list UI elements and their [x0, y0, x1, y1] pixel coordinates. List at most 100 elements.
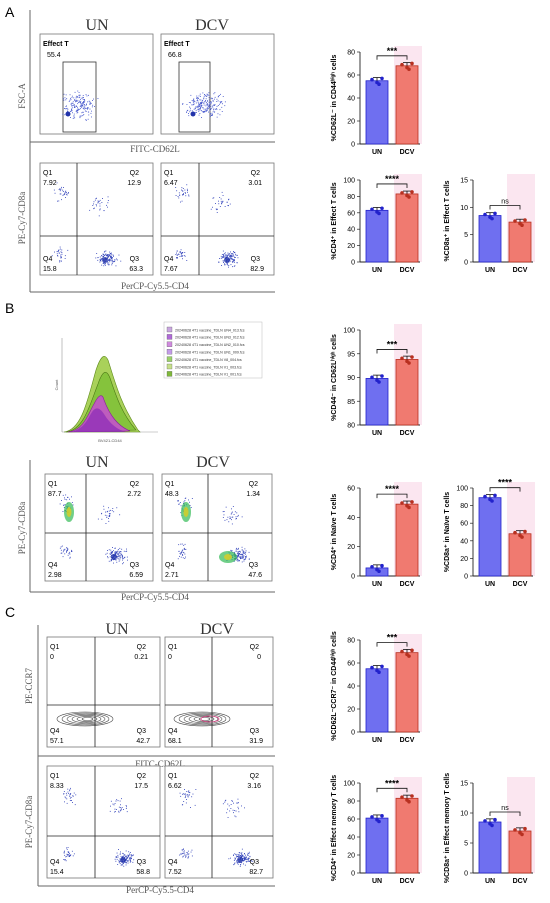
event-dot	[244, 858, 246, 859]
event-dot	[209, 95, 211, 96]
event-dot	[74, 107, 76, 108]
event-dot	[183, 255, 185, 256]
event-dot	[83, 101, 84, 102]
x-tick-label: UN	[372, 737, 382, 744]
significance-bracket	[489, 487, 521, 492]
event-dot	[117, 556, 118, 558]
event-dot	[188, 115, 190, 117]
event-dot	[190, 102, 191, 104]
event-dot	[210, 108, 212, 110]
significance-bracket	[376, 349, 408, 354]
event-dot	[81, 98, 83, 99]
event-dot	[78, 95, 80, 97]
event-dot	[126, 550, 128, 552]
event-dot	[206, 104, 208, 106]
data-point	[407, 67, 411, 72]
event-dot	[67, 193, 69, 194]
quadrant-name-q2: Q2	[251, 170, 260, 177]
event-dot	[244, 548, 246, 550]
event-dot	[115, 800, 117, 802]
event-dot	[244, 857, 245, 858]
event-dot	[239, 556, 241, 557]
event-dot	[113, 255, 114, 257]
x-tick-label: UN	[372, 430, 382, 437]
event-dot	[233, 514, 235, 515]
event-dot	[70, 797, 72, 798]
event-dot	[185, 795, 186, 797]
x-tick-label: DCV	[513, 267, 528, 274]
event-dot	[76, 100, 78, 102]
bar-dcv	[395, 65, 419, 145]
event-dot	[123, 853, 124, 855]
legend-swatch	[166, 356, 173, 362]
event-dot	[245, 557, 246, 559]
event-dot	[243, 550, 245, 552]
event-dot	[74, 99, 76, 100]
event-dot	[232, 809, 234, 811]
event-dot	[186, 854, 188, 856]
event-dot	[228, 858, 230, 860]
event-dot	[101, 513, 102, 515]
event-dot	[224, 263, 225, 265]
event-dot	[187, 852, 188, 854]
event-dot	[108, 507, 109, 509]
events	[179, 789, 254, 867]
event-dot	[237, 798, 239, 800]
event-dot	[110, 257, 112, 258]
event-dot	[122, 555, 123, 557]
event-dot	[99, 209, 101, 211]
event-dot	[231, 512, 233, 514]
event-dot	[64, 258, 66, 259]
event-dot	[233, 260, 234, 262]
event-dot	[62, 511, 64, 512]
event-dot	[76, 105, 77, 107]
event-dot	[57, 255, 58, 256]
event-dot	[68, 855, 70, 857]
event-dot	[111, 551, 113, 553]
event-dot	[106, 552, 108, 554]
event-dot	[65, 797, 67, 799]
event-dot	[105, 263, 106, 265]
event-dot	[77, 111, 79, 113]
event-dot	[185, 195, 187, 197]
event-dot	[182, 258, 183, 260]
event-dot	[231, 257, 233, 259]
plot-border	[164, 765, 274, 879]
event-dot	[103, 255, 105, 257]
event-dot	[233, 812, 234, 814]
event-dot	[104, 253, 106, 255]
quadrant-value-q3: 6.59	[129, 572, 143, 579]
event-dot	[107, 262, 109, 264]
event-dot	[182, 252, 184, 254]
event-dot	[64, 192, 66, 194]
y-tick-label: 100	[343, 178, 355, 185]
y-tick-label: 15	[460, 178, 468, 185]
event-dot	[221, 101, 223, 103]
event-dot	[199, 99, 201, 101]
data-point	[523, 826, 527, 831]
y-tick-label: 60	[347, 661, 355, 668]
event-dot	[122, 856, 124, 858]
quadrant-name-q2: Q2	[249, 481, 258, 488]
significance-bracket	[376, 183, 408, 188]
event-dot	[108, 263, 110, 265]
event-dot	[208, 97, 210, 99]
event-dot	[205, 96, 207, 97]
quadrant-name-q2: Q2	[250, 773, 259, 780]
event-dot	[180, 854, 182, 855]
event-dot	[75, 794, 77, 796]
event-dot	[238, 554, 240, 556]
event-dot	[182, 555, 184, 556]
event-dot	[66, 551, 67, 553]
quadrant-value-q2: 0.21	[134, 654, 148, 661]
event-dot	[69, 855, 71, 857]
event-dot	[65, 856, 67, 858]
legend-entry: 20240628 4T1 vaccine_TDLN V1_003.fcs	[175, 365, 242, 369]
event-dot	[220, 101, 222, 103]
event-dot	[127, 862, 129, 864]
event-dot	[179, 256, 181, 257]
event-dot	[74, 804, 76, 806]
event-dot	[114, 803, 116, 804]
event-dot	[239, 852, 241, 854]
